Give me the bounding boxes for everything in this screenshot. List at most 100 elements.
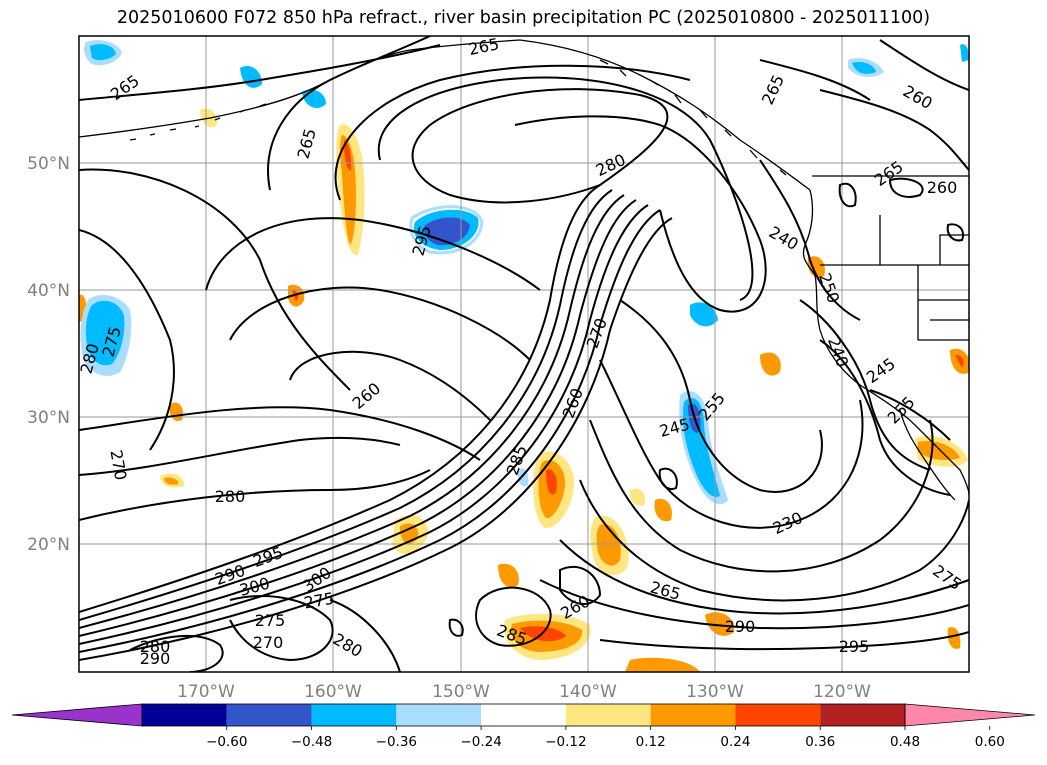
precip-negative-patch: [690, 302, 718, 327]
precip-negative-patch: [960, 44, 969, 62]
contour-line: [888, 177, 924, 198]
aleutian-islands: [129, 103, 267, 141]
lon-label: 150°W: [432, 682, 490, 702]
precip-negative-patch: [90, 44, 116, 61]
precip-positive-patch: [625, 657, 700, 672]
contour-label: 275: [255, 611, 286, 630]
contour-line: [559, 539, 969, 615]
contour-line: [79, 194, 625, 629]
contour-line: [79, 44, 441, 101]
contour-line: [205, 217, 541, 291]
contour-line: [79, 229, 175, 451]
contour-line: [475, 586, 552, 647]
precip-positive-patch: [164, 477, 179, 485]
border-states: [820, 215, 969, 341]
precip-negative-patch: [852, 62, 876, 74]
colorbar-tick-label: 0.24: [720, 734, 750, 750]
precip-positive-patch: [546, 469, 557, 495]
coastlines: [79, 39, 969, 501]
contour-line: [759, 59, 871, 101]
colorbar-swatch: [142, 704, 227, 726]
contour-line: [79, 184, 601, 613]
coastline-alaska-gulf: [519, 39, 811, 191]
border-states-2: [918, 234, 969, 301]
colorbar-outline: [141, 703, 906, 727]
contour-line: [329, 599, 401, 672]
colorbar-swatch: [226, 704, 312, 726]
colorbar-swatch: [311, 704, 397, 726]
contour-line: [514, 115, 767, 313]
contour-line: [799, 299, 931, 471]
lat-label: 30°N: [27, 408, 70, 428]
contour-line: [229, 286, 531, 361]
precip-negative-patch: [409, 205, 484, 255]
lon-label: 140°W: [559, 682, 617, 702]
contour-line: [79, 204, 649, 645]
contour-label: 260: [927, 178, 958, 197]
colorbar-tick-label: 0.36: [805, 734, 835, 750]
lon-label: 160°W: [304, 682, 362, 702]
contour-line: [377, 76, 754, 301]
contour-line: [79, 209, 661, 653]
map-frame: [78, 35, 970, 673]
colorbar-tick-label: −0.60: [206, 734, 247, 750]
colorbar: −0.60 −0.48 −0.36 −0.24 −0.12 0.12 0.24 0.36 0.4…: [11, 703, 1036, 750]
precip-negative-patch: [85, 300, 125, 366]
precip-positive-patch: [760, 352, 781, 376]
colorbar-tick-label: −0.24: [460, 734, 501, 750]
colorbar-tick-label: 0.48: [890, 734, 920, 750]
contour-label: 270: [253, 633, 284, 652]
colorbar-tick-label: −0.12: [545, 734, 586, 750]
contour-line: [129, 634, 224, 672]
lat-label: 20°N: [27, 535, 70, 555]
colorbar-swatch: [565, 704, 651, 726]
contour-line: [289, 350, 491, 421]
contour-line: [79, 189, 613, 621]
contour-line: [658, 467, 678, 490]
lat-label: 50°N: [27, 154, 70, 174]
contour-line: [599, 631, 969, 651]
contour-label: 280: [215, 487, 246, 506]
contour-line: [411, 88, 669, 204]
contour-line: [79, 469, 431, 521]
contour-line: [79, 168, 351, 391]
contour-line: [559, 565, 602, 605]
contour-label: 280: [140, 637, 171, 656]
latitude-labels: 50°N 40°N 30°N 20°N: [27, 154, 70, 555]
contour-line: [79, 217, 673, 661]
lon-label: 170°W: [177, 682, 235, 702]
colorbar-swatch: [650, 704, 736, 726]
refractivity-contours: [79, 36, 969, 672]
contour-line: [819, 339, 951, 496]
coastline-alaska: [79, 39, 521, 138]
coastline-bc: [802, 189, 816, 276]
precip-positive-patch: [498, 563, 519, 588]
precip-positive-patch: [705, 612, 735, 636]
contour-line: [599, 359, 864, 529]
contour-line: [579, 479, 969, 602]
contour-line: [759, 159, 861, 321]
precip-positive-patch: [292, 290, 299, 302]
colorbar-swatch: [820, 704, 905, 726]
coastline-baja: [899, 409, 956, 501]
contour-line: [79, 406, 481, 461]
contour-line: [539, 579, 969, 630]
contour-label: 290: [725, 617, 756, 636]
precip-positive-patch: [807, 256, 825, 278]
colorbar-swatch: [735, 704, 821, 726]
contour-line: [619, 299, 823, 493]
precip-positive-patch: [629, 488, 646, 506]
precip-positive-patch: [918, 440, 960, 460]
colorbar-swatch: [396, 704, 482, 726]
lat-label: 40°N: [27, 281, 70, 301]
coastline-us-west: [814, 274, 969, 496]
precip-positive-patch: [654, 498, 672, 522]
contour-line: [869, 389, 951, 441]
lon-label: 120°W: [813, 682, 871, 702]
coastline-islands: [599, 59, 787, 176]
longitude-labels: 170°W 160°W 150°W 140°W 130°W 120°W: [177, 682, 871, 702]
contour-line: [79, 436, 401, 476]
precip-positive-patch: [955, 354, 964, 368]
contour-label: 295: [839, 637, 870, 656]
contour-line: [819, 89, 969, 171]
